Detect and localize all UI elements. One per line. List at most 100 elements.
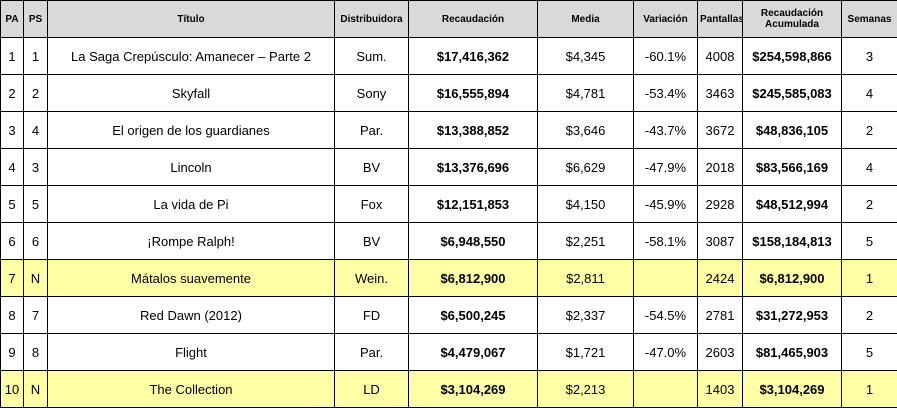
cell-distributor: Sony [334, 74, 409, 112]
cell-ps: N [23, 370, 48, 408]
header-weeks: Semanas [841, 0, 897, 38]
cell-gross: $12,151,853 [408, 185, 538, 223]
header-change: Variación [633, 0, 698, 38]
cell-change [633, 370, 698, 408]
cell-ps: 5 [23, 185, 48, 223]
table-row: 10 N The Collection LD $3,104,269 $2,213 1403 $… [0, 370, 897, 408]
header-ps: PS [23, 0, 48, 38]
cell-ps: 8 [23, 333, 48, 371]
cell-average: $2,337 [537, 296, 634, 334]
cell-screens: 3087 [697, 222, 743, 260]
cell-distributor: Sum. [334, 37, 409, 75]
cell-distributor: LD [334, 370, 409, 408]
table-row: 5 5 La vida de Pi Fox $12,151,853 $4,150 -45.9… [0, 185, 897, 223]
cell-pa: 3 [0, 111, 24, 149]
cell-gross: $6,948,550 [408, 222, 538, 260]
cell-gross: $13,388,852 [408, 111, 538, 149]
cell-change: -47.0% [633, 333, 698, 371]
cell-title: Flight [47, 333, 335, 371]
cell-cumulative: $158,184,813 [742, 222, 842, 260]
cell-pa: 4 [0, 148, 24, 186]
cell-weeks: 4 [841, 148, 897, 186]
cell-cumulative: $245,585,083 [742, 74, 842, 112]
cell-gross: $16,555,894 [408, 74, 538, 112]
cell-pa: 9 [0, 333, 24, 371]
cell-weeks: 2 [841, 185, 897, 223]
cell-gross: $17,416,362 [408, 37, 538, 75]
cell-screens: 2603 [697, 333, 743, 371]
cell-average: $4,781 [537, 74, 634, 112]
cell-weeks: 2 [841, 111, 897, 149]
cell-cumulative: $83,566,169 [742, 148, 842, 186]
cell-pa: 6 [0, 222, 24, 260]
cell-ps: 7 [23, 296, 48, 334]
table-row: 2 2 Skyfall Sony $16,555,894 $4,781 -53.4% 3463… [0, 74, 897, 112]
cell-title: La vida de Pi [47, 185, 335, 223]
cell-ps: 6 [23, 222, 48, 260]
cell-title: The Collection [47, 370, 335, 408]
cell-distributor: BV [334, 148, 409, 186]
cell-cumulative: $48,836,105 [742, 111, 842, 149]
cell-ps: 1 [23, 37, 48, 75]
cell-change: -47.9% [633, 148, 698, 186]
table-body: 1 1 La Saga Crepúsculo: Amanecer – Parte 2… [0, 37, 897, 408]
table-row: 8 7 Red Dawn (2012) FD $6,500,245 $2,337 -54.5… [0, 296, 897, 334]
header-distributor: Distribuidora [334, 0, 409, 38]
cell-pa: 1 [0, 37, 24, 75]
cell-weeks: 3 [841, 37, 897, 75]
cell-distributor: Wein. [334, 259, 409, 297]
cell-gross: $6,500,245 [408, 296, 538, 334]
cell-gross: $4,479,067 [408, 333, 538, 371]
cell-cumulative: $3,104,269 [742, 370, 842, 408]
cell-distributor: FD [334, 296, 409, 334]
cell-pa: 5 [0, 185, 24, 223]
cell-title: El origen de los guardianes [47, 111, 335, 149]
cell-screens: 2018 [697, 148, 743, 186]
cell-distributor: BV [334, 222, 409, 260]
cell-weeks: 4 [841, 74, 897, 112]
cell-screens: 1403 [697, 370, 743, 408]
cell-change [633, 259, 698, 297]
cell-gross: $6,812,900 [408, 259, 538, 297]
cell-gross: $3,104,269 [408, 370, 538, 408]
header-average: Media [537, 0, 634, 38]
cell-pa: 2 [0, 74, 24, 112]
table-row: 7 N Mátalos suavemente Wein. $6,812,900 $2,81… [0, 259, 897, 297]
table-row: 4 3 Lincoln BV $13,376,696 $6,629 -47.9% 2018 $8… [0, 148, 897, 186]
cell-change: -45.9% [633, 185, 698, 223]
cell-screens: 2781 [697, 296, 743, 334]
cell-title: Lincoln [47, 148, 335, 186]
cell-change: -43.7% [633, 111, 698, 149]
cell-gross: $13,376,696 [408, 148, 538, 186]
header-screens: Pantallas [697, 0, 743, 38]
cell-average: $2,213 [537, 370, 634, 408]
cell-screens: 4008 [697, 37, 743, 75]
header-title: Título [47, 0, 335, 38]
cell-cumulative: $48,512,994 [742, 185, 842, 223]
cell-title: La Saga Crepúsculo: Amanecer – Parte 2 [47, 37, 335, 75]
cell-ps: N [23, 259, 48, 297]
cell-title: Mátalos suavemente [47, 259, 335, 297]
header-cumulative: Recaudación Acumulada [742, 0, 842, 38]
cell-average: $4,150 [537, 185, 634, 223]
cell-cumulative: $31,272,953 [742, 296, 842, 334]
cell-change: -53.4% [633, 74, 698, 112]
cell-ps: 3 [23, 148, 48, 186]
cell-ps: 2 [23, 74, 48, 112]
table-row: 6 6 ¡Rompe Ralph! BV $6,948,550 $2,251 -58.1% 3… [0, 222, 897, 260]
cell-screens: 2928 [697, 185, 743, 223]
cell-average: $3,646 [537, 111, 634, 149]
cell-title: ¡Rompe Ralph! [47, 222, 335, 260]
cell-change: -54.5% [633, 296, 698, 334]
cell-weeks: 1 [841, 370, 897, 408]
cell-cumulative: $254,598,866 [742, 37, 842, 75]
cell-pa: 10 [0, 370, 24, 408]
cell-ps: 4 [23, 111, 48, 149]
cell-average: $6,629 [537, 148, 634, 186]
cell-distributor: Par. [334, 111, 409, 149]
table-header: PA PS Título Distribuidora Recaudación M… [0, 0, 897, 38]
header-gross: Recaudación [408, 0, 538, 38]
cell-cumulative: $81,465,903 [742, 333, 842, 371]
cell-distributor: Fox [334, 185, 409, 223]
